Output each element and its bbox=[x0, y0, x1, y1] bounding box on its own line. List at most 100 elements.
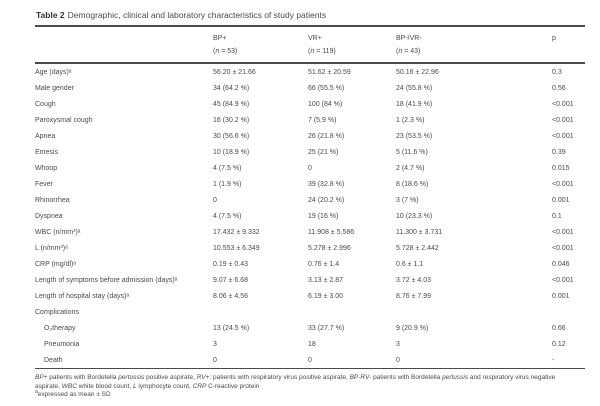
table-row: L (n/mm³)ᵃ 10.553 ± 6.349 5.278 ± 2.996 5.7… bbox=[35, 240, 585, 256]
cell-value: 34 (64.2 %) bbox=[213, 84, 250, 92]
cell-value bbox=[552, 304, 585, 320]
table-row: CRP (mg/dl)ᵃ 0.19 ± 0.43 0.76 ± 1.4 0.6 ± 1… bbox=[35, 256, 585, 272]
abbreviation-term: pertussis bbox=[442, 374, 469, 381]
footnotes: BP+ patients with Bordetella pertussis p… bbox=[35, 374, 580, 400]
table-row: Whoop 4 (7.5 %) 0 2 (4.7 %) 0.015 bbox=[35, 160, 585, 176]
table-row: Rhinorrhea 0 24 (20.2 %) 3 (7 %) 0.001 bbox=[35, 192, 585, 208]
table-row: O₂therapy 13 (24.5 %) 33 (27.7 %) 9 (20.9 %… bbox=[35, 320, 585, 336]
cell-value: 45 (84.9 %) bbox=[213, 100, 250, 108]
table-body: Age (days)ᵃ 56.20 ± 21.66 51.62 ± 20.59 50.… bbox=[35, 63, 585, 369]
row-label: Dyspnea bbox=[35, 212, 63, 220]
cell-value: 5 (11.6 %) bbox=[396, 148, 428, 156]
cell-value: 19 (16 %) bbox=[308, 212, 339, 220]
cell-value: 5.728 ± 2.442 bbox=[396, 244, 439, 252]
row-label: Cough bbox=[35, 100, 56, 108]
cell-value: 18 (41.9 %) bbox=[396, 100, 433, 108]
table-row: Male gender 34 (64.2 %) 66 (55.5 %) 24 (55.… bbox=[35, 80, 585, 96]
cell-value: <0.001 bbox=[552, 244, 574, 252]
cell-value: 9 (20.9 %) bbox=[396, 324, 429, 332]
cell-value: 17.432 ± 9.332 bbox=[213, 228, 260, 236]
cell-value: 13 (24.5 %) bbox=[213, 324, 250, 332]
row-label: Complications bbox=[35, 308, 79, 316]
row-label: Pneumonia bbox=[44, 340, 80, 348]
row-label: L (n/mm³)ᵃ bbox=[35, 244, 68, 252]
cell-value: 25 (21 %) bbox=[308, 148, 339, 156]
cell-value: 0 bbox=[308, 352, 396, 369]
header-col-bpvr: BP-/VR- bbox=[396, 34, 422, 42]
cell-value: 33 (27.7 %) bbox=[308, 324, 345, 332]
row-label: Rhinorrhea bbox=[35, 196, 70, 204]
footnote-text: patients with Bordetella bbox=[47, 374, 119, 381]
cell-value: 0.001 bbox=[552, 292, 570, 300]
cell-value: 0.19 ± 0.43 bbox=[213, 260, 248, 268]
cell-value: 0.12 bbox=[552, 340, 566, 348]
cell-value: 18 bbox=[308, 340, 316, 348]
table-container: Table 2 Demographic, clinical and laborat… bbox=[35, 8, 585, 400]
table-row: Apnea 30 (56.6 %) 26 (21.8 %) 23 (53.5 %) <0… bbox=[35, 128, 585, 144]
table-caption: Demographic, clinical and laboratory cha… bbox=[67, 10, 327, 20]
header-col-p: p bbox=[552, 34, 556, 42]
cell-value: 1 (1.9 %) bbox=[213, 180, 242, 188]
table-row: Length of hospital stay (days)ᵃ 8.06 ± 4.… bbox=[35, 288, 585, 304]
cell-value bbox=[213, 304, 308, 320]
footnote-text: lymphocyte count, bbox=[136, 382, 193, 390]
cell-value: 0.56 bbox=[552, 84, 566, 92]
abbreviation-term: CRP bbox=[192, 382, 207, 390]
row-label: Death bbox=[35, 352, 213, 369]
row-label: Whoop bbox=[35, 164, 58, 172]
row-label: CRP (mg/dl)ᵃ bbox=[35, 260, 76, 268]
cell-value: 4 (7.5 %) bbox=[213, 164, 242, 172]
cell-value: 8.76 ± 7.99 bbox=[396, 292, 431, 300]
footnote-text: and respiratory virus negative aspirate, bbox=[35, 374, 556, 390]
header-row-groups: BP+ VR+ BP-/VR- p bbox=[35, 26, 585, 45]
table-row: Dyspnea 4 (7.5 %) 19 (16 %) 10 (23.3 %) 0.1 bbox=[35, 208, 585, 224]
cell-value: 10.553 ± 6.349 bbox=[213, 244, 260, 252]
cell-value: 30 (56.6 %) bbox=[213, 132, 250, 140]
cell-value: 0 bbox=[308, 164, 312, 172]
cell-value: 39 (32.8 %) bbox=[308, 180, 345, 188]
cell-value: 24 (20.2 %) bbox=[308, 196, 345, 204]
header-empty bbox=[35, 26, 213, 45]
row-label: Age (days)ᵃ bbox=[35, 68, 72, 76]
cell-value: 9.07 ± 6.68 bbox=[213, 276, 248, 284]
table-row: Complications bbox=[35, 304, 585, 320]
row-label: Apnea bbox=[35, 132, 56, 140]
cell-value: <0.001 bbox=[552, 100, 574, 108]
cell-value: 11.908 ± 5.586 bbox=[308, 228, 355, 236]
cell-value: 4 (7.5 %) bbox=[213, 212, 242, 220]
table-title: Table 2 Demographic, clinical and laborat… bbox=[36, 10, 585, 20]
header-col-vr: VR+ bbox=[308, 34, 322, 42]
abbreviation-term: BP+ bbox=[35, 374, 48, 381]
table-row: Emesis 10 (18.9 %) 25 (21 %) 5 (11.6 %) 0.39 bbox=[35, 144, 585, 160]
cell-value: 3 bbox=[396, 340, 400, 348]
table-row: WBC (n/mm³)ᵃ 17.432 ± 9.332 11.908 ± 5.586… bbox=[35, 224, 585, 240]
row-label: Length of symptoms before admission (day… bbox=[35, 276, 178, 284]
subheader-empty bbox=[35, 45, 213, 64]
table-row: Death 0 0 0- bbox=[35, 352, 585, 369]
cell-value: 0.6 ± 1.1 bbox=[396, 260, 424, 268]
cell-value: - bbox=[552, 352, 585, 369]
row-label: O₂therapy bbox=[44, 324, 76, 332]
cell-value: 10 (18.9 %) bbox=[213, 148, 250, 156]
cell-value: 0.76 ± 1.4 bbox=[308, 260, 340, 268]
footnote-text: C-reactive protein bbox=[206, 382, 260, 390]
cell-value: 0.1 bbox=[552, 212, 562, 220]
table-row: Fever 1 (1.9 %) 39 (32.8 %) 8 (18.6 %) <0.00… bbox=[35, 176, 585, 192]
cell-value: 3 bbox=[213, 340, 217, 348]
table-row: Pneumonia 3 18 3 0.12 bbox=[35, 336, 585, 352]
abbreviation-term: RV+ bbox=[196, 374, 210, 381]
footnote-mean-sd: aexpressed as mean ± SD bbox=[35, 389, 580, 400]
cell-value: 8.06 ± 4.56 bbox=[213, 292, 248, 300]
row-label: WBC (n/mm³)ᵃ bbox=[35, 228, 81, 236]
subheader-p-empty bbox=[552, 45, 585, 64]
cell-value bbox=[396, 304, 552, 320]
cell-value: 3 (7 %) bbox=[396, 196, 419, 204]
cell-value: 0.39 bbox=[552, 148, 566, 156]
data-table: BP+ VR+ BP-/VR- p (n = 53) (n = 119) (n … bbox=[35, 25, 585, 369]
cell-value: 26 (21.8 %) bbox=[308, 132, 345, 140]
cell-value: 66 (55.5 %) bbox=[308, 84, 345, 92]
cell-value: 7 (5.9 %) bbox=[308, 116, 337, 124]
cell-value: <0.001 bbox=[552, 116, 574, 124]
abbreviation-term: L bbox=[132, 382, 137, 390]
